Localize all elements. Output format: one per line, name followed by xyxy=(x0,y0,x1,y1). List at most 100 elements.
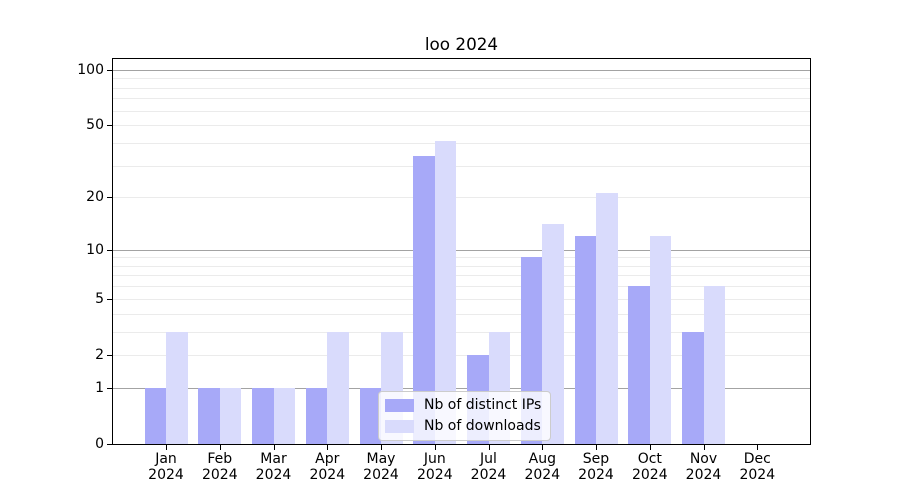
x-tick-label-year: 2024 xyxy=(470,466,507,483)
bar-distinct-ips-nov xyxy=(682,331,704,444)
y-tick-label-10: 10 xyxy=(86,241,104,258)
minor-gridline-y3 xyxy=(113,331,810,333)
axis-spine-top xyxy=(112,58,811,59)
y-tick-label-0: 0 xyxy=(95,436,104,452)
x-tick-label-jan: Jan 2024 xyxy=(135,451,197,483)
bar-distinct-ips-jun xyxy=(413,155,435,444)
x-tick-label-month: Jan xyxy=(155,451,177,467)
x-tick-label-year: 2024 xyxy=(524,466,561,483)
bar-distinct-ips-sep xyxy=(574,236,596,444)
x-tick-label-year: 2024 xyxy=(363,466,399,483)
y-tick-mark-5 xyxy=(107,298,112,300)
bar-downloads-jun xyxy=(434,140,457,444)
y-tick-label-1: 1 xyxy=(95,379,104,396)
x-tick-label-month: Sep xyxy=(582,451,610,467)
y-tick-label-50: 50 xyxy=(86,117,104,134)
x-tick-label-year: 2024 xyxy=(631,466,668,483)
x-tick-label-year: 2024 xyxy=(309,466,346,483)
minor-gridline-y5 xyxy=(113,298,810,300)
legend-label-downloads: Nb of downloads xyxy=(424,418,541,434)
bar-distinct-ips-feb xyxy=(198,387,220,444)
y-tick-label-2: 2 xyxy=(95,346,104,363)
x-tick-label-sep: Sep 2024 xyxy=(565,451,627,483)
y-tick-mark-50 xyxy=(107,125,112,127)
x-tick-mark-oct xyxy=(649,445,651,450)
y-tick-mark-0 xyxy=(107,444,112,445)
x-tick-mark-jan xyxy=(166,445,167,450)
y-tick-mark-20 xyxy=(107,197,112,199)
x-tick-label-oct: Oct 2024 xyxy=(619,451,681,483)
x-tick-label-year: 2024 xyxy=(739,466,776,483)
x-tick-label-apr: Apr 2024 xyxy=(296,451,358,483)
plot-area xyxy=(113,59,810,444)
bar-downloads-aug xyxy=(542,224,564,444)
x-tick-label-month: Apr xyxy=(315,451,340,467)
x-tick-label-jul: Jul 2024 xyxy=(458,451,520,483)
x-tick-mark-feb xyxy=(219,445,221,450)
minor-gridline-y60 xyxy=(113,110,810,112)
x-tick-label-month: May xyxy=(366,451,396,467)
y-tick-mark-100 xyxy=(107,69,112,71)
y-tick-mark-2 xyxy=(107,354,112,356)
legend: Nb of distinct IPs Nb of downloads xyxy=(378,391,552,441)
x-tick-label-year: 2024 xyxy=(201,466,238,483)
axis-spine-bottom xyxy=(112,444,811,445)
x-tick-label-year: 2024 xyxy=(416,466,453,483)
bar-downloads-mar xyxy=(273,387,295,444)
x-tick-label-month: Jul xyxy=(480,451,497,467)
legend-swatch-distinct-ips xyxy=(385,399,414,412)
x-tick-mark-may xyxy=(381,445,382,450)
bar-distinct-ips-oct xyxy=(628,286,650,444)
x-tick-label-may: May 2024 xyxy=(350,451,412,483)
x-tick-mark-mar xyxy=(273,445,275,450)
major-gridline-y1 xyxy=(113,387,810,389)
x-tick-mark-aug xyxy=(542,445,544,450)
x-tick-label-month: Nov xyxy=(689,451,718,467)
minor-gridline-y40 xyxy=(113,142,810,144)
bar-distinct-ips-apr xyxy=(305,387,328,444)
bar-distinct-ips-jan xyxy=(144,387,166,444)
y-tick-label-20: 20 xyxy=(86,189,104,206)
chart-title: loo 2024 xyxy=(424,34,499,54)
legend-entry-downloads: Nb of downloads xyxy=(385,419,541,434)
bar-downloads-apr xyxy=(327,331,349,444)
x-tick-label-month: Dec xyxy=(743,451,771,467)
legend-entry-distinct-ips: Nb of distinct IPs xyxy=(385,398,541,413)
x-tick-label-month: Oct xyxy=(637,451,662,467)
y-tick-mark-10 xyxy=(107,249,112,251)
minor-gridline-y50 xyxy=(113,125,810,127)
y-tick-label-100: 100 xyxy=(77,61,104,78)
minor-gridline-y7 xyxy=(113,275,810,277)
x-tick-label-year: 2024 xyxy=(148,466,184,483)
x-tick-label-month: Feb xyxy=(207,451,233,467)
y-tick-label-5: 5 xyxy=(95,290,104,307)
x-tick-label-month: Aug xyxy=(528,451,556,467)
y-tick-mark-1 xyxy=(107,387,112,389)
minor-gridline-y2 xyxy=(113,354,810,356)
x-tick-label-jun: Jun 2024 xyxy=(404,451,466,483)
x-tick-mark-dec xyxy=(757,445,759,450)
bar-distinct-ips-mar xyxy=(252,387,274,444)
bar-distinct-ips-may xyxy=(359,387,381,444)
x-tick-label-year: 2024 xyxy=(578,466,614,483)
x-tick-label-dec: Dec 2024 xyxy=(726,451,788,483)
x-tick-label-aug: Aug 2024 xyxy=(511,451,573,483)
bar-downloads-feb xyxy=(219,387,242,444)
x-tick-label-mar: Mar 2024 xyxy=(243,451,305,483)
major-gridline-y10 xyxy=(113,249,810,251)
x-tick-label-month: Jun xyxy=(423,451,446,467)
legend-label-distinct-ips: Nb of distinct IPs xyxy=(424,397,542,413)
minor-gridline-y8 xyxy=(113,265,810,267)
x-tick-mark-sep xyxy=(596,445,597,450)
x-tick-mark-apr xyxy=(327,445,329,450)
minor-gridline-y70 xyxy=(113,98,810,100)
minor-gridline-y6 xyxy=(113,286,810,288)
minor-gridline-y4 xyxy=(113,313,810,315)
bar-downloads-oct xyxy=(649,236,672,444)
x-tick-label-month: Mar xyxy=(260,451,287,467)
axis-spine-right xyxy=(810,58,811,445)
x-tick-mark-jun xyxy=(434,445,436,450)
x-tick-mark-jul xyxy=(488,445,490,450)
x-tick-mark-nov xyxy=(703,445,705,450)
